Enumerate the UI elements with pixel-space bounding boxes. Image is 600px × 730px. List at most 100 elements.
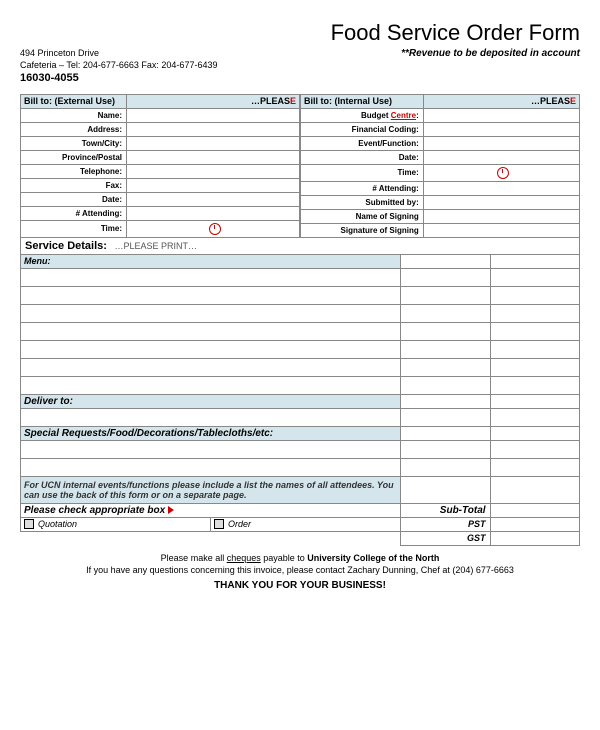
footer-payable: Please make all cheques payable to Unive… [20, 552, 580, 565]
menu-row[interactable] [21, 286, 401, 304]
address-line1: 494 Princeton Drive [20, 48, 217, 60]
please-print-int: …PLEASE [423, 94, 579, 108]
ext-date-input[interactable] [127, 192, 300, 206]
subtotal-value[interactable] [490, 503, 579, 517]
menu-price[interactable] [490, 340, 579, 358]
form-title: Food Service Order Form [20, 20, 580, 46]
bill-to-tables: Bill to: (External Use) …PLEASE Name: Ad… [20, 94, 580, 238]
menu-qty[interactable] [401, 268, 490, 286]
menu-price[interactable] [490, 304, 579, 322]
menu-row[interactable] [21, 376, 401, 394]
revenue-note: **Revenue to be deposited in account [401, 48, 580, 59]
int-event-label: Event/Function: [301, 136, 424, 150]
gst-label: GST [401, 531, 490, 545]
ext-time-input[interactable] [127, 220, 300, 237]
int-time-input[interactable] [423, 164, 579, 181]
int-signing-name-input[interactable] [423, 209, 579, 223]
int-coding-label: Financial Coding: [301, 122, 424, 136]
deliver-label: Deliver to: [21, 394, 401, 408]
ext-town-label: Town/City: [21, 136, 127, 150]
checkbox-icon [214, 519, 224, 529]
gst-value[interactable] [490, 531, 579, 545]
int-submitted-label: Submitted by: [301, 195, 424, 209]
ext-postal-input[interactable] [127, 150, 300, 164]
account-number: 16030-4055 [20, 71, 217, 85]
menu-price[interactable] [490, 286, 579, 304]
footer: Please make all cheques payable to Unive… [20, 552, 580, 593]
menu-qty-head [401, 254, 490, 268]
ext-name-input[interactable] [127, 108, 300, 122]
ext-town-input[interactable] [127, 136, 300, 150]
ext-address-input[interactable] [127, 122, 300, 136]
order-checkbox[interactable]: Order [211, 517, 401, 531]
bill-external-table: Bill to: (External Use) …PLEASE Name: Ad… [20, 94, 300, 238]
int-budget-label: Budget Centre: [301, 108, 424, 122]
ext-time-label: Time: [21, 220, 127, 237]
address-line2: Cafeteria – Tel: 204-677-6663 Fax: 204-6… [20, 60, 217, 72]
ext-tel-label: Telephone: [21, 164, 127, 178]
menu-price-head [490, 254, 579, 268]
int-coding-input[interactable] [423, 122, 579, 136]
menu-price[interactable] [490, 322, 579, 340]
int-signing-sig-label: Signature of Signing [301, 223, 424, 237]
please-print-ext: …PLEASE [127, 94, 300, 108]
menu-row[interactable] [21, 304, 401, 322]
address-block: 494 Princeton Drive Cafeteria – Tel: 204… [20, 48, 217, 86]
pst-label: PST [401, 517, 490, 531]
menu-price[interactable] [490, 268, 579, 286]
menu-row[interactable] [21, 268, 401, 286]
clock-icon [497, 166, 508, 178]
int-time-label: Time: [301, 164, 424, 181]
quotation-checkbox[interactable]: Quotation [21, 517, 211, 531]
int-attending-label: # Attending: [301, 181, 424, 195]
ext-fax-label: Fax: [21, 178, 127, 192]
service-details-table: Service Details: …PLEASE PRINT… Menu: De… [20, 237, 580, 546]
internal-note: For UCN internal events/functions please… [21, 476, 401, 503]
footer-thank: THANK YOU FOR YOUR BUSINESS! [20, 579, 580, 593]
int-attending-input[interactable] [423, 181, 579, 195]
ext-tel-input[interactable] [127, 164, 300, 178]
ext-attending-input[interactable] [127, 206, 300, 220]
clock-icon [209, 222, 220, 234]
menu-qty[interactable] [401, 286, 490, 304]
header-area: Food Service Order Form 494 Princeton Dr… [20, 20, 580, 86]
menu-row[interactable] [21, 358, 401, 376]
int-date-input[interactable] [423, 150, 579, 164]
deliver-row[interactable] [21, 408, 401, 426]
menu-price[interactable] [490, 376, 579, 394]
menu-qty[interactable] [401, 304, 490, 322]
ext-address-label: Address: [21, 122, 127, 136]
int-signing-sig-input[interactable] [423, 223, 579, 237]
special-row[interactable] [21, 458, 401, 476]
check-box-label: Please check appropriate box [21, 503, 401, 517]
pst-value[interactable] [490, 517, 579, 531]
subtotal-label: Sub-Total [401, 503, 490, 517]
ext-postal-label: Province/Postal [21, 150, 127, 164]
checkbox-icon [24, 519, 34, 529]
int-budget-input[interactable] [423, 108, 579, 122]
menu-price[interactable] [490, 358, 579, 376]
service-header: Service Details: …PLEASE PRINT… [21, 237, 580, 254]
menu-qty[interactable] [401, 358, 490, 376]
menu-qty[interactable] [401, 322, 490, 340]
ext-name-label: Name: [21, 108, 127, 122]
menu-row[interactable] [21, 340, 401, 358]
ext-fax-input[interactable] [127, 178, 300, 192]
ext-attending-label: # Attending: [21, 206, 127, 220]
menu-qty[interactable] [401, 376, 490, 394]
bill-internal-header: Bill to: (Internal Use) [301, 94, 424, 108]
bill-internal-table: Bill to: (Internal Use) …PLEASE Budget C… [300, 94, 580, 238]
triangle-icon [168, 506, 174, 514]
bill-external-header: Bill to: (External Use) [21, 94, 127, 108]
int-submitted-input[interactable] [423, 195, 579, 209]
ext-date-label: Date: [21, 192, 127, 206]
menu-label: Menu: [21, 254, 401, 268]
int-signing-name-label: Name of Signing [301, 209, 424, 223]
menu-row[interactable] [21, 322, 401, 340]
special-row[interactable] [21, 440, 401, 458]
footer-contact: If you have any questions concerning thi… [20, 564, 580, 577]
int-date-label: Date: [301, 150, 424, 164]
int-event-input[interactable] [423, 136, 579, 150]
special-label: Special Requests/Food/Decorations/Tablec… [21, 426, 401, 440]
menu-qty[interactable] [401, 340, 490, 358]
